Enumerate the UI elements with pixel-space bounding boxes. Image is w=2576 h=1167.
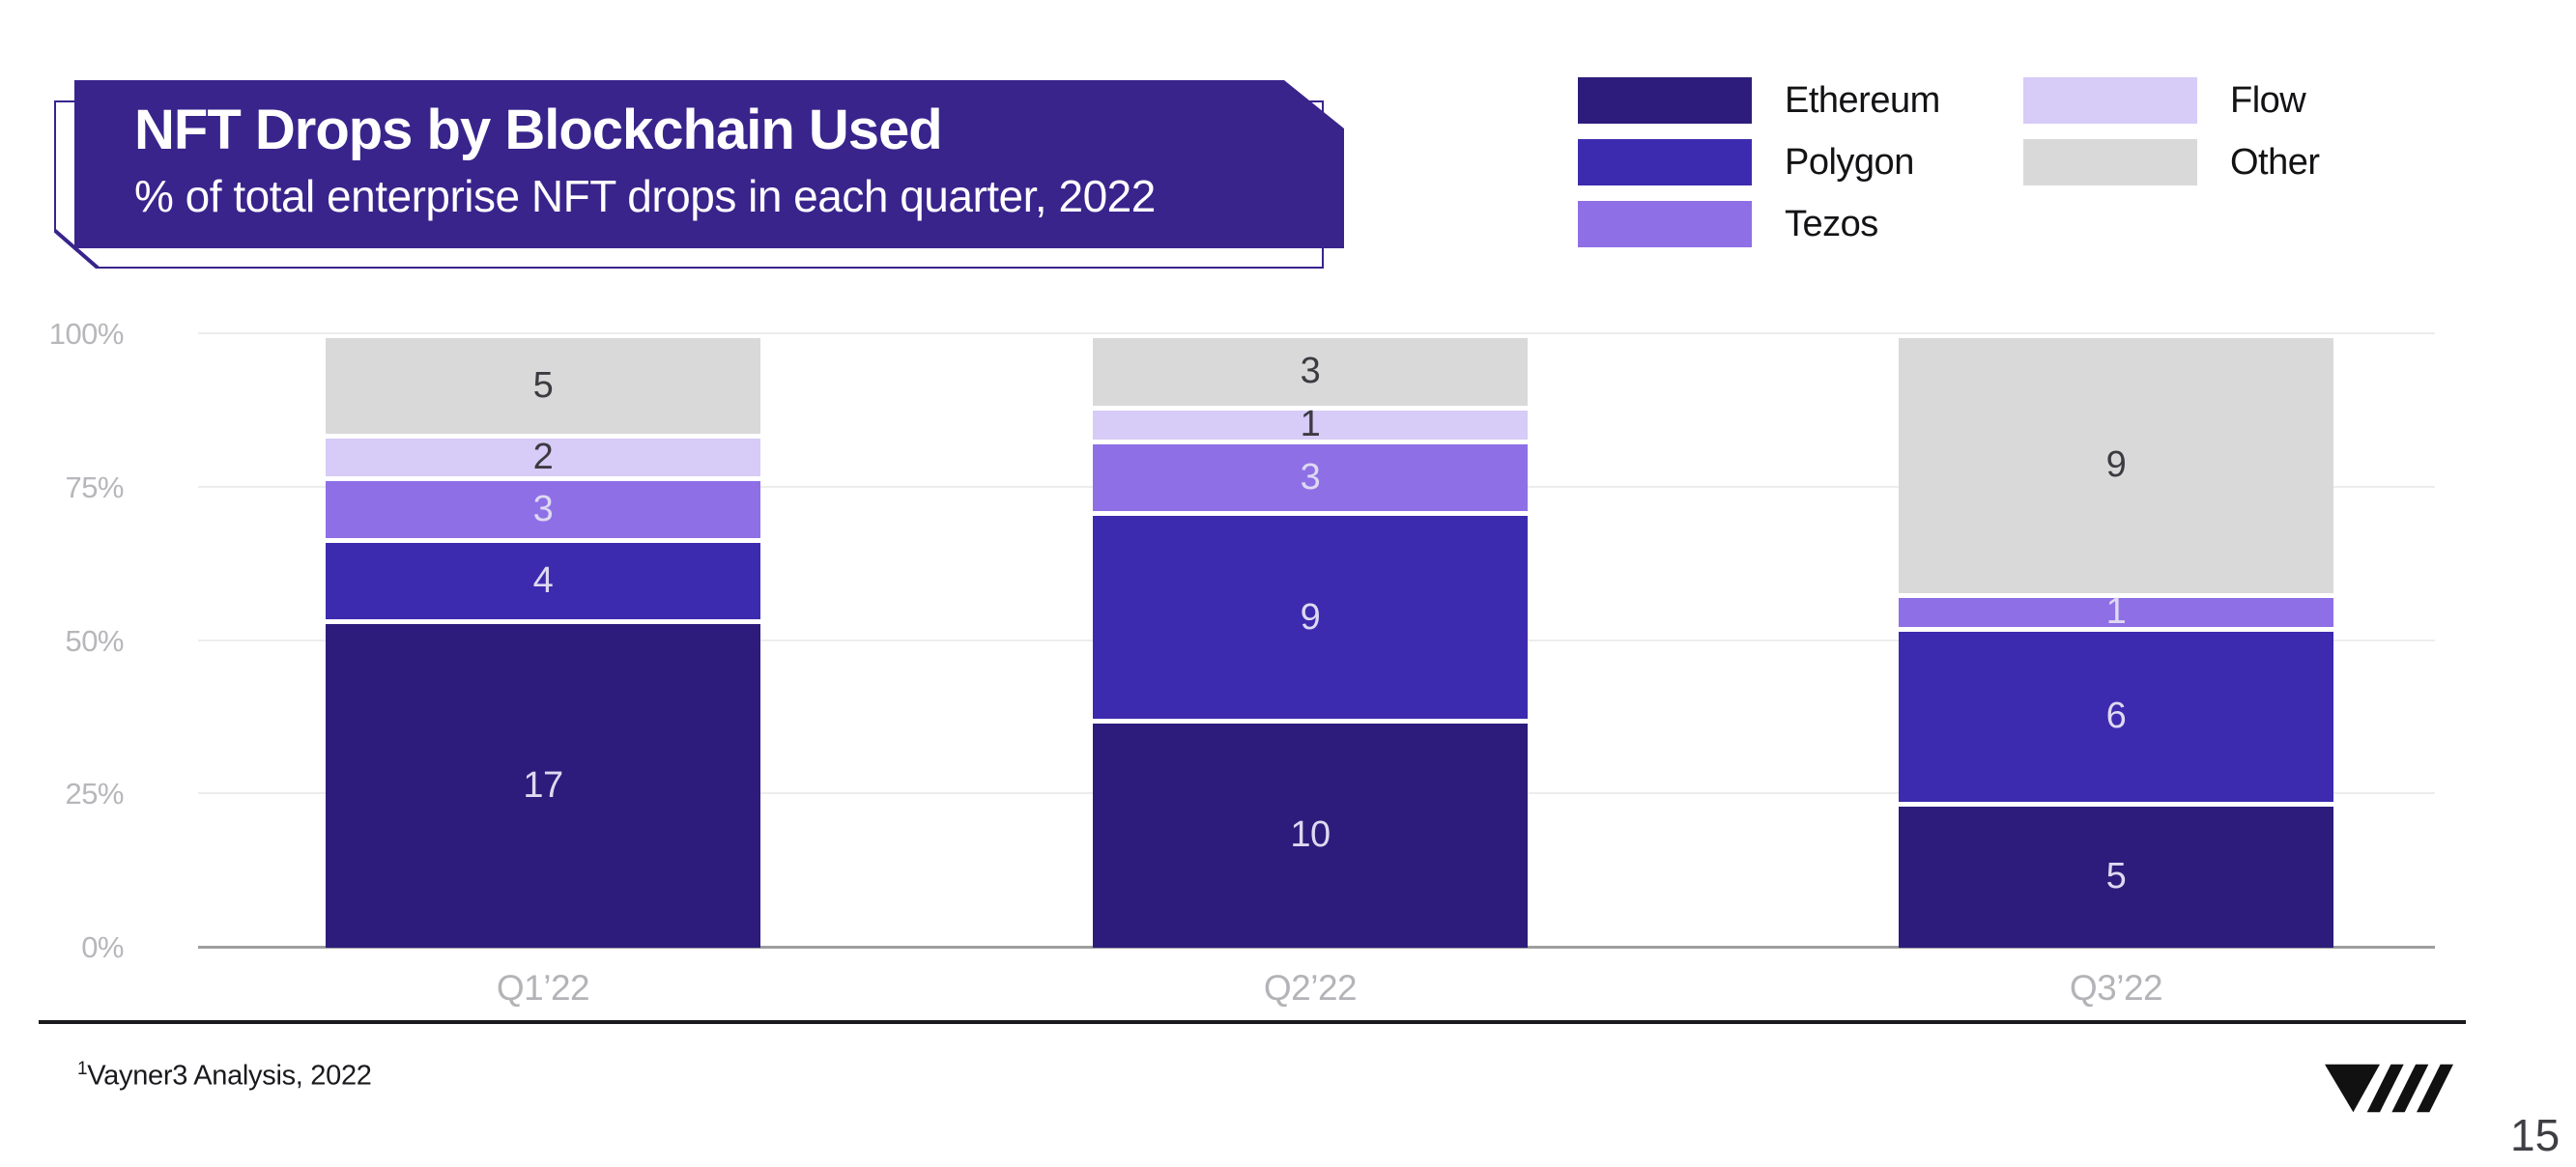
legend-label: Flow [2230, 79, 2306, 121]
x-category-label: Q2’22 [1263, 968, 1358, 1008]
bar-segment-tezos: 3 [326, 480, 760, 539]
legend-label: Ethereum [1785, 79, 1940, 121]
segment-value-label: 6 [2105, 696, 2127, 737]
segment-value-label: 3 [532, 489, 554, 530]
bar-segment-flow: 2 [326, 436, 760, 477]
x-category-label: Q1’22 [496, 968, 590, 1008]
segment-value-label: 5 [2105, 856, 2127, 897]
footer-divider [39, 1020, 2466, 1024]
legend-label: Polygon [1785, 141, 1914, 183]
footnote: 1Vayner3 Analysis, 2022 [77, 1059, 372, 1093]
vayner3-logo-icon [2325, 1064, 2453, 1113]
segment-value-label: 9 [1300, 596, 1321, 638]
y-tick-label: 0% [81, 930, 124, 964]
y-tick-label: 100% [48, 317, 125, 351]
segment-value-label: 9 [2105, 444, 2127, 486]
segment-value-label: 5 [532, 364, 554, 406]
bar-segment-polygon: 4 [326, 543, 760, 619]
legend-item-tezos: Tezos [1578, 201, 1940, 247]
legend-swatch-tezos [1578, 201, 1752, 247]
bar-Q2’22: 3 1 3 9 10 [1093, 338, 1528, 948]
bar-segment-tezos: 3 [1093, 443, 1528, 512]
y-tick-label: 25% [65, 777, 124, 811]
bar-segment-other: 5 [326, 338, 760, 434]
legend-swatch-ethereum [1578, 77, 1752, 124]
bar-segment-ethereum: 10 [1093, 723, 1528, 948]
segment-value-label: 17 [523, 764, 563, 806]
segment-value-label: 1 [1300, 404, 1321, 445]
bar-segment-polygon: 6 [1899, 631, 2333, 802]
x-category-label: Q3’22 [2069, 968, 2163, 1008]
title-box: NFT Drops by Blockchain Used % of total … [74, 80, 1344, 248]
bar-segment-flow: 1 [1093, 404, 1528, 444]
page-title: NFT Drops by Blockchain Used [134, 99, 942, 161]
segment-value-label: 10 [1290, 814, 1331, 856]
gridline-100% [198, 332, 2435, 334]
bar-Q1’22: 5 2 3 4 17 [326, 338, 760, 948]
legend-swatch-other [2023, 139, 2197, 185]
legend-column: Flow Other [2023, 77, 2320, 185]
y-tick-label: 75% [65, 470, 124, 504]
segment-value-label: 4 [532, 560, 554, 602]
legend-swatch-polygon [1578, 139, 1752, 185]
bar-segment-tezos: 1 [1899, 591, 2333, 632]
segment-value-label: 3 [1300, 351, 1321, 392]
legend-item-ethereum: Ethereum [1578, 77, 1940, 124]
bar-segment-other: 3 [1093, 338, 1528, 406]
legend-item-polygon: Polygon [1578, 139, 1940, 185]
footnote-superscript: 1 [77, 1059, 88, 1079]
legend-label: Other [2230, 141, 2320, 183]
segment-value-label: 1 [2105, 591, 2127, 633]
legend-column: Ethereum Polygon Tezos [1578, 77, 1940, 247]
bar-segment-ethereum: 17 [326, 623, 760, 948]
legend-item-other: Other [2023, 139, 2320, 185]
legend-item-flow: Flow [2023, 77, 2320, 124]
page-subtitle: % of total enterprise NFT drops in each … [134, 170, 1156, 221]
bar-segment-polygon: 9 [1093, 516, 1528, 719]
segment-value-label: 3 [1300, 457, 1321, 498]
page-number: 15 [2510, 1110, 2561, 1160]
bar-segment-other: 9 [1899, 338, 2333, 593]
segment-value-label: 2 [532, 436, 554, 477]
bar-Q3’22: 9 1 6 5 [1899, 338, 2333, 948]
footnote-text: Vayner3 Analysis, 2022 [87, 1060, 372, 1092]
legend-swatch-flow [2023, 77, 2197, 124]
y-tick-label: 50% [65, 623, 124, 658]
bar-segment-ethereum: 5 [1899, 806, 2333, 948]
legend-label: Tezos [1785, 203, 1878, 244]
